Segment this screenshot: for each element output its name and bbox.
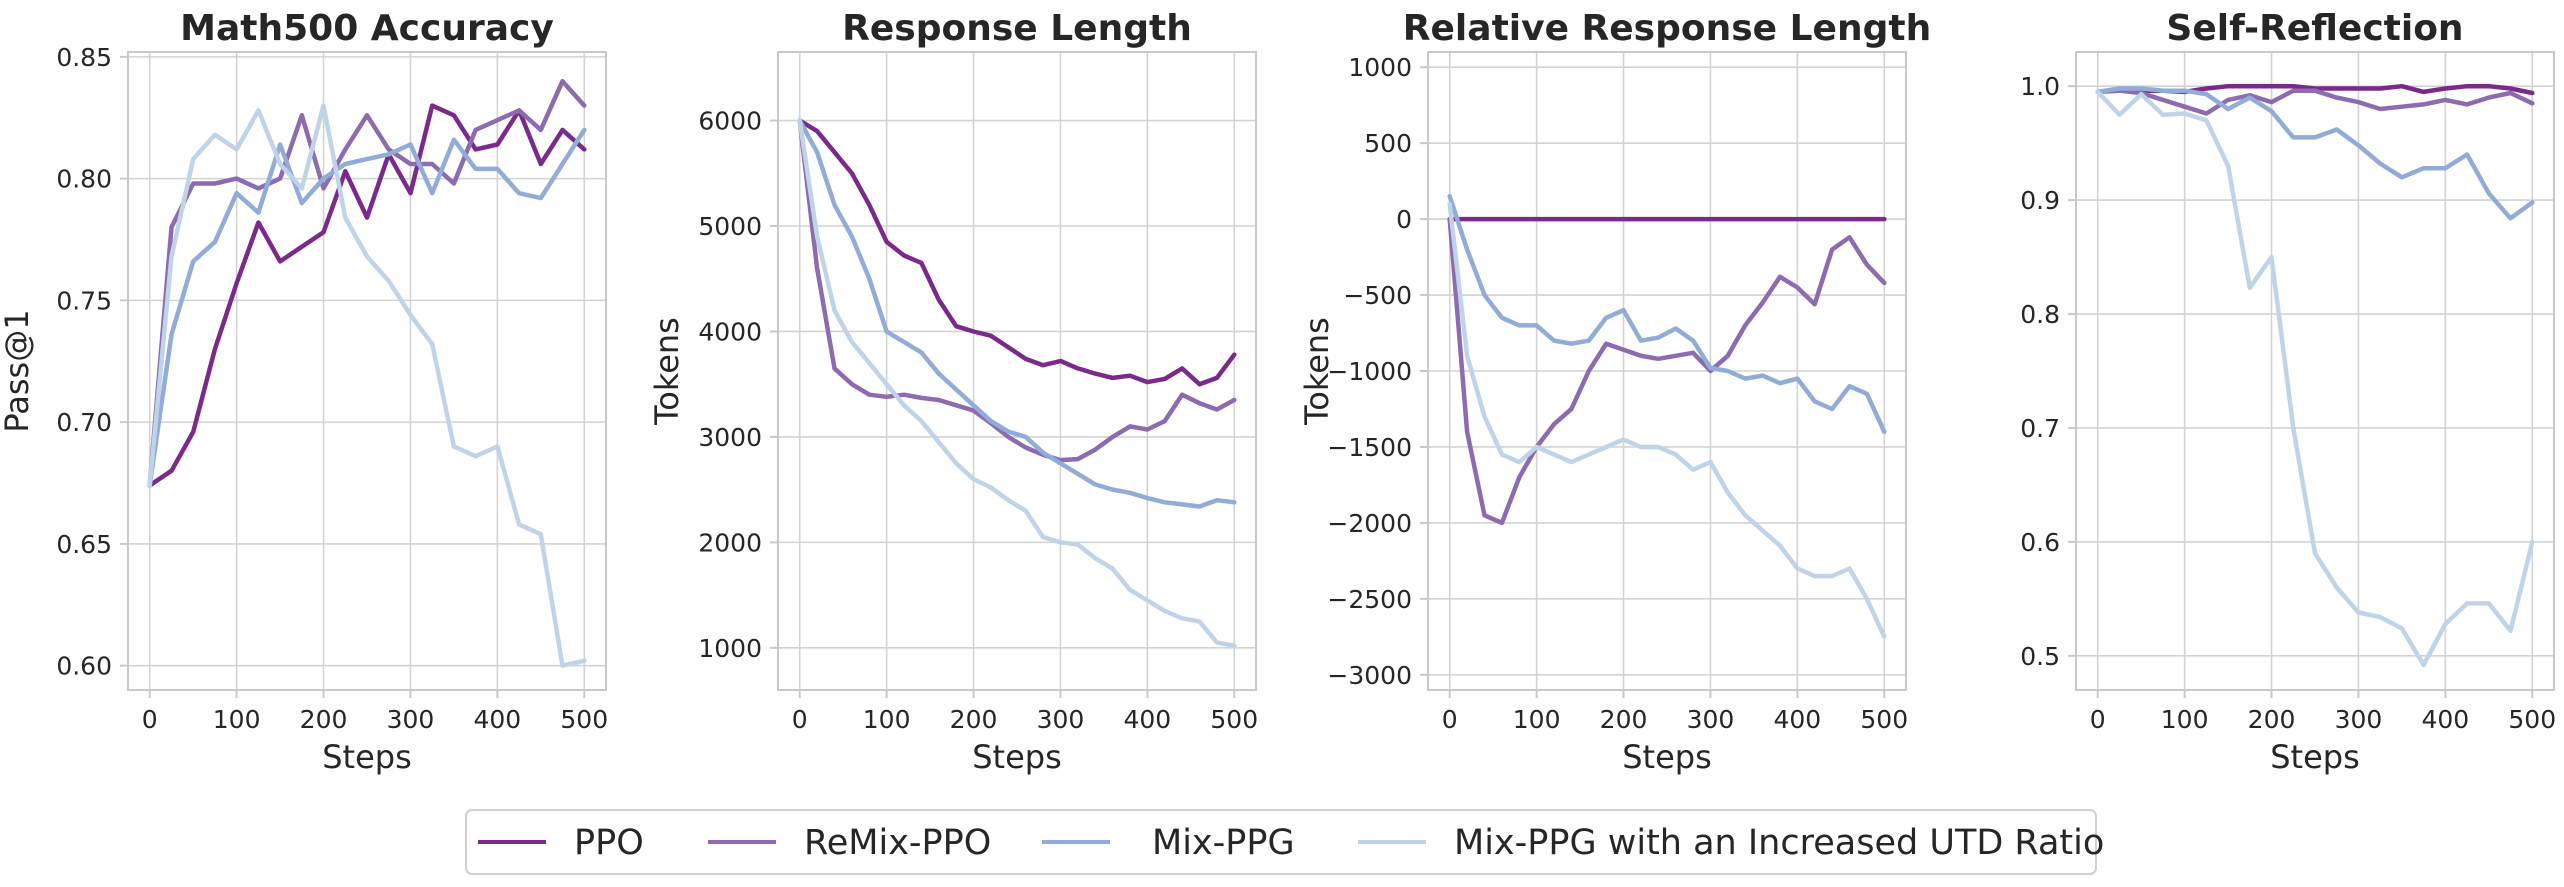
plot-frame xyxy=(127,51,607,691)
chart-title: Math500 Accuracy xyxy=(180,8,554,49)
series-line-mix-ppg xyxy=(797,118,1237,509)
series-line-mix-ppg xyxy=(147,127,587,488)
x-tick-label: 500 xyxy=(560,705,608,734)
series-line-mix-ppg-with-an-increased-utd-ratio xyxy=(797,118,1237,648)
legend-label-mix-ppg-utd: Mix-PPG with an Increased UTD Ratio xyxy=(1454,823,2104,863)
x-tick-label: 200 xyxy=(950,705,998,734)
chart-title: Relative Response Length xyxy=(1403,8,1931,49)
x-tick-label: 400 xyxy=(474,705,522,734)
legend-label-ppo: PPO xyxy=(574,823,644,863)
x-tick-label: 400 xyxy=(1124,705,1172,734)
y-tick-label: 1.0 xyxy=(2020,72,2060,101)
y-tick-label: 3000 xyxy=(698,423,762,452)
x-tick-label: 300 xyxy=(1037,705,1085,734)
y-tick-label: 4000 xyxy=(698,317,762,346)
y-tick-label: 0.60 xyxy=(56,652,112,681)
x-tick-label: 500 xyxy=(2508,705,2556,734)
chart-relative-response-length: 0 100 200 300 400 500 −3000 −2500 −2000 −1500 −100… xyxy=(1298,8,1931,776)
chart-panels: 0 100 200 300 400 5000.600.650.700.750.800.85… xyxy=(0,8,2556,776)
chart-response-length: 0 100 200 300 400 500 1000 2000 3000 4000 5000 6000… xyxy=(648,8,1258,776)
y-tick-label: 0.80 xyxy=(56,165,112,194)
x-tick-label: 0 xyxy=(1442,705,1458,734)
x-tick-label: 0 xyxy=(792,705,808,734)
y-axis-label: Tokens xyxy=(648,317,686,426)
x-tick-label: 500 xyxy=(1860,705,1908,734)
x-tick-label: 300 xyxy=(1687,705,1735,734)
x-tick-label: 200 xyxy=(2248,705,2296,734)
plot-frame xyxy=(2075,51,2555,691)
series-line-ppo xyxy=(797,118,1237,387)
x-tick-label: 100 xyxy=(1513,705,1561,734)
y-tick-label: −3000 xyxy=(1327,661,1412,690)
series-line-mix-ppg xyxy=(1447,194,1887,435)
x-tick-label: 200 xyxy=(300,705,348,734)
x-axis-label: Steps xyxy=(322,738,412,776)
x-tick-label: 300 xyxy=(2335,705,2383,734)
x-tick-label: 0 xyxy=(2090,705,2106,734)
y-tick-label: 0.9 xyxy=(2020,186,2060,215)
y-tick-label: 5000 xyxy=(698,212,762,241)
y-tick-label: 1000 xyxy=(698,634,762,663)
y-tick-label: 0.7 xyxy=(2020,414,2060,443)
chart-title: Self-Reflection xyxy=(2166,8,2463,49)
y-tick-label: 0 xyxy=(1396,205,1412,234)
y-tick-label: 1000 xyxy=(1348,53,1412,82)
plot-area xyxy=(2076,52,2554,690)
legend: PPO ReMix-PPO Mix-PPG Mix-PPG with an In… xyxy=(465,809,2104,875)
y-axis-label: Tokens xyxy=(1298,317,1336,426)
y-tick-label: 0.6 xyxy=(2020,528,2060,557)
y-tick-label: 0.70 xyxy=(56,408,112,437)
y-tick-label: 0.75 xyxy=(56,286,112,315)
series-line-ppo xyxy=(147,103,587,488)
y-tick-label: −1000 xyxy=(1327,357,1412,386)
y-tick-label: 0.65 xyxy=(56,530,112,559)
y-tick-label: 0.8 xyxy=(2020,300,2060,329)
x-axis-label: Steps xyxy=(972,738,1062,776)
series-line-mix-ppg-with-an-increased-utd-ratio xyxy=(147,103,587,668)
x-tick-label: 200 xyxy=(1600,705,1648,734)
series-line-mix-ppg xyxy=(2095,86,2535,221)
x-tick-label: 500 xyxy=(1210,705,1258,734)
y-tick-label: −500 xyxy=(1343,281,1412,310)
chart-title: Response Length xyxy=(842,8,1192,49)
x-axis-label: Steps xyxy=(2270,738,2360,776)
y-tick-label: 6000 xyxy=(698,107,762,136)
y-tick-label: 0.5 xyxy=(2020,642,2060,671)
chart-math500-accuracy: 0 100 200 300 400 500 0.60 0.65 0.70 0.75 0.80 0.85… xyxy=(0,8,608,776)
y-tick-label: 2000 xyxy=(698,528,762,557)
x-tick-label: 400 xyxy=(2422,705,2470,734)
series-line-mix-ppg-with-an-increased-utd-ratio xyxy=(1447,201,1887,640)
legend-frame xyxy=(465,809,2097,875)
y-tick-label: −2500 xyxy=(1327,585,1412,614)
y-tick-label: 0.85 xyxy=(56,43,112,72)
x-tick-label: 300 xyxy=(387,705,435,734)
chart-self-reflection: 0 100 200 300 400 500 0.5 0.6 0.7 0.8 0.9 1.0 Self-R… xyxy=(2020,8,2556,776)
x-tick-label: 0 xyxy=(142,705,158,734)
legend-label-remix-ppo: ReMix-PPO xyxy=(804,823,991,863)
y-tick-label: 500 xyxy=(1364,129,1412,158)
series-line-mix-ppg-with-an-increased-utd-ratio xyxy=(2095,89,2535,668)
series-line-remix-ppo xyxy=(147,78,587,488)
legend-label-mix-ppg: Mix-PPG xyxy=(1152,823,1295,863)
y-tick-label: −2000 xyxy=(1327,509,1412,538)
series-line-remix-ppo xyxy=(1447,216,1887,526)
y-tick-label: −1500 xyxy=(1327,433,1412,462)
x-axis-label: Steps xyxy=(1622,738,1712,776)
series-line-remix-ppo xyxy=(797,118,1237,463)
x-tick-label: 400 xyxy=(1774,705,1822,734)
y-axis-label: Pass@1 xyxy=(0,309,36,432)
x-tick-label: 100 xyxy=(2161,705,2209,734)
x-tick-label: 100 xyxy=(213,705,261,734)
series-line-remix-ppo xyxy=(2095,88,2535,116)
x-tick-label: 100 xyxy=(863,705,911,734)
plot-frame xyxy=(777,51,1257,691)
